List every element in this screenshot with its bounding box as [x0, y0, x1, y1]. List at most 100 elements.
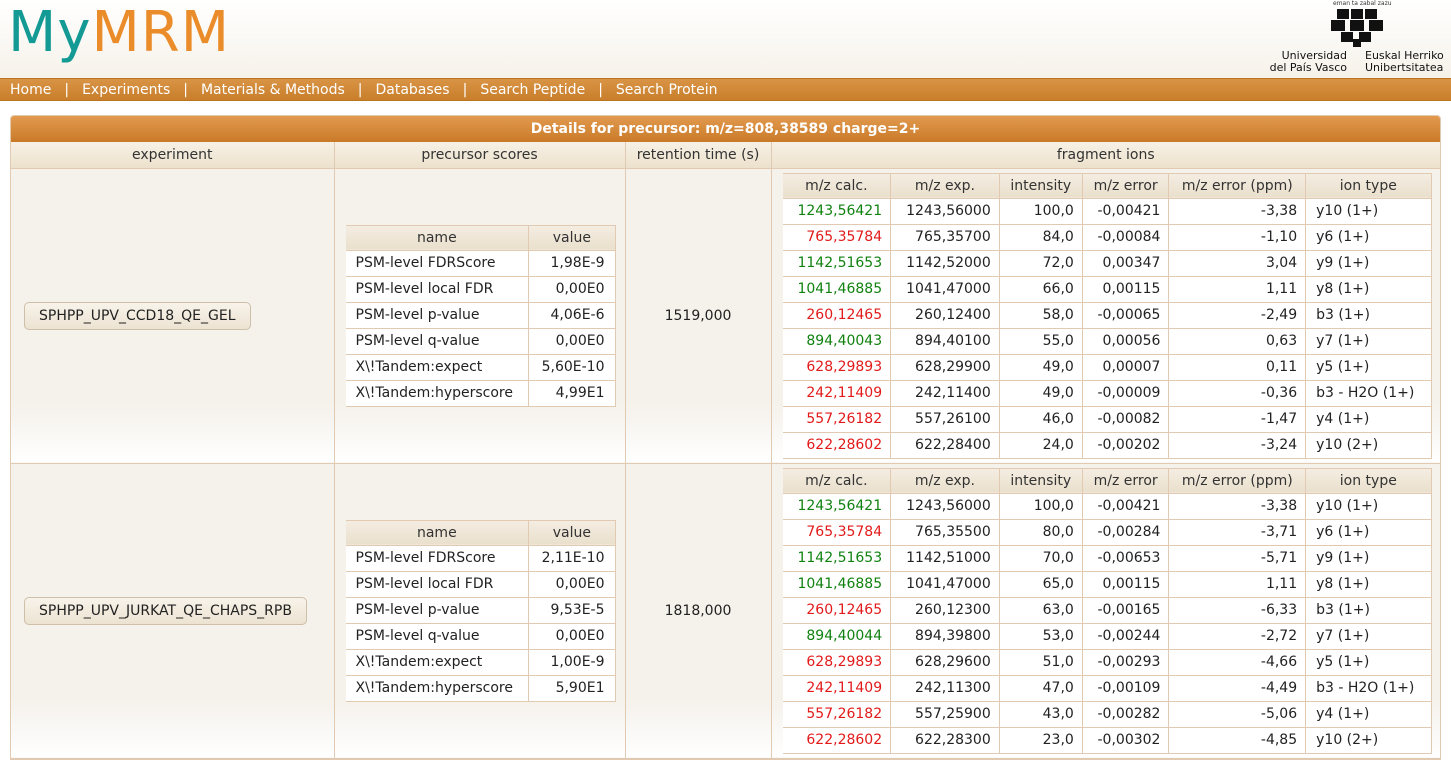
fragment-intensity: 47,0	[998, 674, 1083, 702]
nav-separator: |	[357, 82, 363, 98]
score-value: 5,90E1	[528, 674, 616, 702]
fragment-ion-type: y4 (1+)	[1305, 405, 1432, 433]
fragment-ion-type: y8 (1+)	[1305, 570, 1432, 598]
fragment-mz-error: -0,00284	[1081, 518, 1170, 546]
scores-header-row: name value	[345, 519, 616, 546]
fragment-row: 1243,56421 1243,56000 100,0 -0,00421 -3,38 y1…	[782, 197, 1432, 225]
fragment-mz-exp: 622,28400	[890, 431, 1000, 459]
fragment-mz-exp: 1243,56000	[890, 197, 1000, 225]
fragment-intensity: 66,0	[998, 275, 1083, 303]
score-value: 9,53E-5	[528, 596, 616, 624]
experiment-row: SPHPP_UPV_CCD18_QE_GEL name value PSM-level…	[11, 168, 1440, 464]
fragment-ion-type: y6 (1+)	[1305, 518, 1432, 546]
fragment-header-row: m/z calc. m/z exp. intensity m/z error m/z e…	[782, 467, 1432, 494]
fragment-ion-type: y9 (1+)	[1305, 249, 1432, 277]
nav-databases[interactable]: Databases	[375, 82, 450, 98]
fragment-mz-exp: 242,11400	[890, 379, 1000, 407]
fragment-mz-error: -0,00282	[1081, 700, 1170, 728]
scores-header-name: name	[345, 224, 530, 251]
fragment-mz-calc: 765,35784	[782, 223, 892, 251]
fragment-ion-type: b3 (1+)	[1305, 301, 1432, 329]
score-value: 0,00E0	[528, 622, 616, 650]
fragment-intensity: 72,0	[998, 249, 1083, 277]
mymrm-logo[interactable]: MyMRM	[8, 0, 230, 66]
fragment-mz-error: -0,00421	[1081, 197, 1170, 225]
score-value: 4,06E-6	[528, 301, 616, 329]
score-name: PSM-level p-value	[345, 301, 530, 329]
fragment-mz-calc: 260,12465	[782, 596, 892, 624]
fragment-mz-error: -0,00082	[1081, 405, 1170, 433]
header-intensity: intensity	[998, 172, 1083, 199]
fragment-row: 557,26182 557,26100 46,0 -0,00082 -1,47 y4 (1…	[782, 405, 1432, 433]
fragment-row: 1142,51653 1142,52000 72,0 0,00347 3,04 y9 (1…	[782, 249, 1432, 277]
score-name: PSM-level FDRScore	[345, 544, 530, 572]
fragment-intensity: 70,0	[998, 544, 1083, 572]
scores-header-name: name	[345, 519, 530, 546]
header-mz-error-ppm: m/z error (ppm)	[1168, 172, 1307, 199]
university-logo[interactable]: eman ta zabal zazu Universidad del País …	[1269, 0, 1444, 76]
score-row: X\!Tandem:hyperscore 4,99E1	[345, 379, 616, 407]
fragment-mz-error: -0,00084	[1081, 223, 1170, 251]
fragment-row: 242,11409 242,11400 49,0 -0,00009 -0,36 b3 - …	[782, 379, 1432, 407]
fragment-mz-exp: 557,26100	[890, 405, 1000, 433]
fragment-mz-calc: 242,11409	[782, 674, 892, 702]
nav-materials-methods[interactable]: Materials & Methods	[200, 82, 345, 98]
fragment-row: 894,40043 894,40100 55,0 0,00056 0,63 y7 (1+)	[782, 327, 1432, 355]
fragment-row: 1142,51653 1142,51000 70,0 -0,00653 -5,71 y9 …	[782, 544, 1432, 572]
fragment-row: 260,12465 260,12400 58,0 -0,00065 -2,49 b3 (1…	[782, 301, 1432, 329]
fragment-mz-exp: 557,25900	[890, 700, 1000, 728]
fragment-mz-exp: 894,40100	[890, 327, 1000, 355]
fragment-mz-calc: 622,28602	[782, 726, 892, 754]
fragment-mz-error: -0,00653	[1081, 544, 1170, 572]
fragment-mz-error-ppm: -4,49	[1168, 674, 1307, 702]
fragment-mz-error-ppm: -2,72	[1168, 622, 1307, 650]
fragment-ions-table: m/z calc. m/z exp. intensity m/z error m/z e…	[782, 172, 1432, 459]
fragment-ion-type: y7 (1+)	[1305, 327, 1432, 355]
fragment-intensity: 58,0	[998, 301, 1083, 329]
fragment-mz-exp: 1243,56000	[890, 492, 1000, 520]
retention-time-value: 1519,000	[624, 168, 771, 464]
header-mz-exp: m/z exp.	[890, 467, 1000, 494]
header-retention-time: retention time (s)	[624, 142, 771, 169]
score-row: PSM-level FDRScore 2,11E-10	[345, 544, 616, 572]
score-value: 0,00E0	[528, 327, 616, 355]
fragment-intensity: 49,0	[998, 379, 1083, 407]
fragment-mz-exp: 765,35700	[890, 223, 1000, 251]
fragment-mz-error: 0,00056	[1081, 327, 1170, 355]
header-fragment-ions: fragment ions	[770, 142, 1440, 169]
fragment-mz-exp: 1142,51000	[890, 544, 1000, 572]
nav-search-peptide[interactable]: Search Peptide	[480, 82, 586, 98]
fragment-mz-calc: 242,11409	[782, 379, 892, 407]
fragment-row: 557,26182 557,25900 43,0 -0,00282 -5,06 y4 (1…	[782, 700, 1432, 728]
nav-experiments[interactable]: Experiments	[82, 82, 171, 98]
score-row: PSM-level q-value 0,00E0	[345, 327, 616, 355]
fragment-mz-calc: 557,26182	[782, 700, 892, 728]
main-navbar: Home | Experiments | Materials & Methods | Dat…	[0, 78, 1451, 101]
fragment-mz-exp: 1041,47000	[890, 275, 1000, 303]
fragment-ion-type: y6 (1+)	[1305, 223, 1432, 251]
score-name: PSM-level local FDR	[345, 275, 530, 303]
fragment-row: 765,35784 765,35500 80,0 -0,00284 -3,71 y6 (1…	[782, 518, 1432, 546]
fragment-mz-error: 0,00347	[1081, 249, 1170, 277]
score-row: X\!Tandem:expect 5,60E-10	[345, 353, 616, 381]
fragment-mz-exp: 622,28300	[890, 726, 1000, 754]
fragment-mz-error-ppm: -1,47	[1168, 405, 1307, 433]
score-row: X\!Tandem:hyperscore 5,90E1	[345, 674, 616, 702]
fragment-intensity: 84,0	[998, 223, 1083, 251]
nav-home[interactable]: Home	[10, 82, 52, 98]
nav-separator: |	[462, 82, 468, 98]
experiment-button[interactable]: SPHPP_UPV_CCD18_QE_GEL	[24, 301, 251, 330]
fragment-mz-error-ppm: -3,71	[1168, 518, 1307, 546]
fragment-row: 1243,56421 1243,56000 100,0 -0,00421 -3,38 y1…	[782, 492, 1432, 520]
nav-search-protein[interactable]: Search Protein	[615, 82, 718, 98]
fragment-ion-type: y7 (1+)	[1305, 622, 1432, 650]
experiment-button[interactable]: SPHPP_UPV_JURKAT_QE_CHAPS_RPB	[24, 596, 307, 625]
header-mz-error-ppm: m/z error (ppm)	[1168, 467, 1307, 494]
fragment-intensity: 63,0	[998, 596, 1083, 624]
fragment-mz-error-ppm: -5,06	[1168, 700, 1307, 728]
fragment-mz-error-ppm: 0,11	[1168, 353, 1307, 381]
fragment-intensity: 65,0	[998, 570, 1083, 598]
fragment-ion-type: y9 (1+)	[1305, 544, 1432, 572]
score-name: PSM-level p-value	[345, 596, 530, 624]
score-name: X\!Tandem:expect	[345, 353, 530, 381]
